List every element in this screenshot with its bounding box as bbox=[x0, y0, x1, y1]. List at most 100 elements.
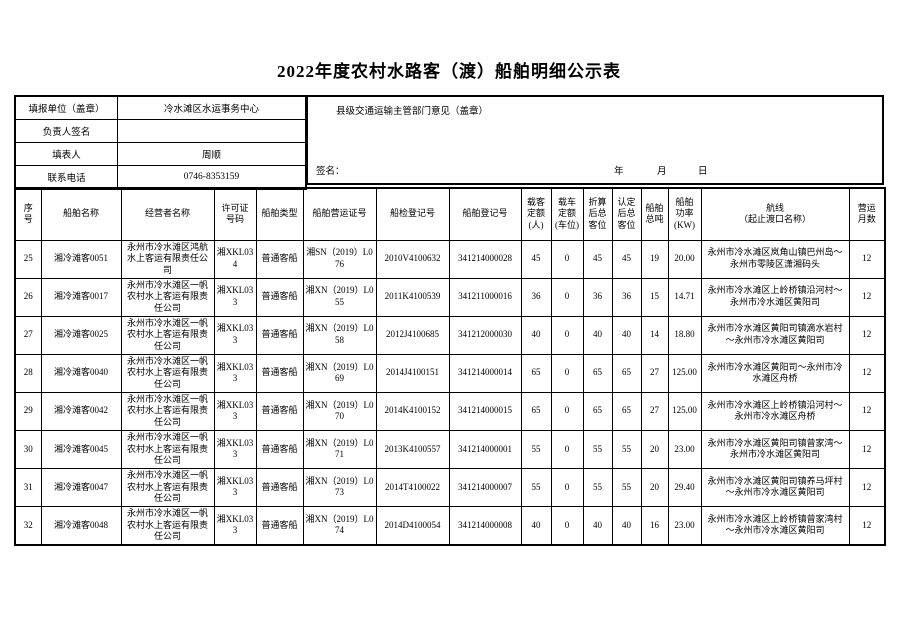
cell-route: 永州市冷水滩区上岭桥镇曾家湾村～永州市冷水滩区黄阳司 bbox=[700, 505, 850, 546]
cell-passenger-quota: 40 bbox=[520, 505, 552, 546]
cell-survey-reg-no: 2014J4100151 bbox=[375, 353, 450, 393]
cell-survey-reg-no: 2013K4100557 bbox=[375, 429, 450, 469]
cell-power-kw: 23.00 bbox=[667, 429, 702, 469]
cell-passenger-quota: 55 bbox=[520, 429, 552, 469]
header-passenger-quota: 载客 定额 (人) bbox=[520, 187, 552, 241]
cell-ship-reg-no: 341214000014 bbox=[448, 353, 522, 393]
cell-ship-reg-no: 341214000008 bbox=[448, 505, 522, 546]
cell-gross-tonnage: 15 bbox=[640, 277, 669, 317]
header-ship-reg-no: 船舶登记号 bbox=[448, 187, 522, 241]
header-license-no: 许可证 号码 bbox=[213, 187, 257, 241]
cell-passenger-quota: 36 bbox=[520, 277, 552, 317]
cell-passenger-quota: 55 bbox=[520, 467, 552, 507]
authority-opinion-label: 县级交通运输主管部门意见（盖章） bbox=[336, 107, 489, 117]
cell-gross-tonnage: 27 bbox=[640, 353, 669, 393]
cell-operating-months: 12 bbox=[848, 505, 886, 546]
cell-license-no: 湘XKL034 bbox=[213, 239, 257, 279]
cell-gross-tonnage: 16 bbox=[640, 505, 669, 546]
cell-operating-months: 12 bbox=[848, 467, 886, 507]
cell-gross-tonnage: 27 bbox=[640, 391, 669, 431]
cell-operator-name: 永州市冷水滩区一帆农村水上客运有限责任公司 bbox=[120, 391, 215, 431]
cell-route: 永州市冷水滩区黄阳司镇养马坪村～永州市冷水滩区黄阳司 bbox=[700, 467, 850, 507]
cell-route: 永州市冷水滩区黄阳司镇滴水岩村～永州市冷水滩区黄阳司 bbox=[700, 315, 850, 355]
cell-ship-reg-no: 341211000016 bbox=[448, 277, 522, 317]
cell-gross-tonnage: 19 bbox=[640, 239, 669, 279]
vessel-row: 31 湘冷滩客0047 永州市冷水滩区一帆农村水上客运有限责任公司 湘XKL03… bbox=[14, 467, 886, 507]
header-approved-seats: 认定 后总 客位 bbox=[611, 187, 642, 241]
header-row: 序 号 船舶名称 经营者名称 许可证 号码 船舶类型 船舶营运证号 船检登记号 … bbox=[14, 187, 886, 241]
cell-approved-seats: 65 bbox=[611, 391, 642, 431]
cell-license-no: 湘XKL033 bbox=[213, 505, 257, 546]
cell-power-kw: 20.00 bbox=[667, 239, 702, 279]
cell-vehicle-quota: 0 bbox=[550, 467, 584, 507]
form-header: 填报单位（盖章） 冷水滩区水运事务中心 负责人签名 填表人 周顺 联系电话 07… bbox=[14, 95, 884, 190]
cell-approved-seats: 55 bbox=[611, 467, 642, 507]
cell-seq-no: 29 bbox=[14, 391, 42, 431]
cell-operation-cert-no: 湘XN（2019）L058 bbox=[302, 315, 377, 355]
cell-operator-name: 永州市冷水滩区一帆农村水上客运有限责任公司 bbox=[120, 315, 215, 355]
cell-operation-cert-no: 湘XN（2019）L074 bbox=[302, 505, 377, 546]
cell-seq-no: 27 bbox=[14, 315, 42, 355]
header-vehicle-quota: 载车 定额 (车位) bbox=[550, 187, 584, 241]
cell-route: 永州市冷水滩区黄阳司～永州市冷水滩区舟桥 bbox=[700, 353, 850, 393]
header-ship-type: 船舶类型 bbox=[255, 187, 304, 241]
cell-power-kw: 14.71 bbox=[667, 277, 702, 317]
cell-seq-no: 26 bbox=[14, 277, 42, 317]
cell-gross-tonnage: 20 bbox=[640, 429, 669, 469]
filler-info-table: 填报单位（盖章） 冷水滩区水运事务中心 负责人签名 填表人 周顺 联系电话 07… bbox=[14, 95, 307, 190]
vessel-row: 28 湘冷滩客0040 永州市冷水滩区一帆农村水上客运有限责任公司 湘XKL03… bbox=[14, 353, 886, 393]
cell-ship-type: 普通客船 bbox=[255, 239, 304, 279]
cell-passenger-quota: 65 bbox=[520, 391, 552, 431]
cell-ship-name: 湘冷滩客0045 bbox=[40, 429, 122, 469]
vessel-row: 25 湘冷滩客0051 永州市冷水滩区鸿航水上客运有限责任公司 湘XKL034 … bbox=[14, 239, 886, 279]
cell-ship-reg-no: 341214000015 bbox=[448, 391, 522, 431]
cell-ship-type: 普通客船 bbox=[255, 353, 304, 393]
cell-route: 永州市冷水滩区上岭桥镇沿河村～永州市冷水滩区黄阳司 bbox=[700, 277, 850, 317]
vessel-row: 26 湘冷滩客0017 永州市冷水滩区一帆农村水上客运有限责任公司 湘XKL03… bbox=[14, 277, 886, 317]
cell-ship-name: 湘冷滩客0025 bbox=[40, 315, 122, 355]
cell-operation-cert-no: 湘XN（2019）L073 bbox=[302, 467, 377, 507]
cell-license-no: 湘XKL033 bbox=[213, 467, 257, 507]
cell-gross-tonnage: 14 bbox=[640, 315, 669, 355]
cell-seq-no: 31 bbox=[14, 467, 42, 507]
cell-operating-months: 12 bbox=[848, 277, 886, 317]
cell-ship-type: 普通客船 bbox=[255, 277, 304, 317]
cell-seq-no: 25 bbox=[14, 239, 42, 279]
vessel-row: 32 湘冷滩客0048 永州市冷水滩区一帆农村水上客运有限责任公司 湘XKL03… bbox=[14, 505, 886, 546]
cell-ship-reg-no: 341214000028 bbox=[448, 239, 522, 279]
date-month-label: 月 bbox=[657, 167, 667, 177]
contact-phone-label: 联系电话 bbox=[14, 165, 118, 190]
cell-operating-months: 12 bbox=[848, 391, 886, 431]
filler-unit-value: 冷水滩区水运事务中心 bbox=[117, 95, 307, 120]
cell-ship-name: 湘冷滩客0047 bbox=[40, 467, 122, 507]
cell-vehicle-quota: 0 bbox=[550, 239, 584, 279]
cell-approved-seats: 55 bbox=[611, 429, 642, 469]
contact-phone-value: 0746-8353159 bbox=[117, 165, 307, 190]
info-row: 负责人签名 bbox=[14, 119, 307, 143]
cell-vehicle-quota: 0 bbox=[550, 315, 584, 355]
cell-operator-name: 永州市冷水滩区一帆农村水上客运有限责任公司 bbox=[120, 505, 215, 546]
cell-survey-reg-no: 2014K4100152 bbox=[375, 391, 450, 431]
cell-seq-no: 32 bbox=[14, 505, 42, 546]
cell-operator-name: 永州市冷水滩区一帆农村水上客运有限责任公司 bbox=[120, 277, 215, 317]
cell-license-no: 湘XKL033 bbox=[213, 391, 257, 431]
cell-operation-cert-no: 湘SN（2019）L076 bbox=[302, 239, 377, 279]
vessel-row: 29 湘冷滩客0042 永州市冷水滩区一帆农村水上客运有限责任公司 湘XKL03… bbox=[14, 391, 886, 431]
cell-approved-seats: 36 bbox=[611, 277, 642, 317]
date-day-label: 日 bbox=[698, 167, 708, 177]
cell-operation-cert-no: 湘XN（2019）L070 bbox=[302, 391, 377, 431]
cell-ship-reg-no: 341214000007 bbox=[448, 467, 522, 507]
cell-power-kw: 23.00 bbox=[667, 505, 702, 546]
cell-ship-name: 湘冷滩客0051 bbox=[40, 239, 122, 279]
cell-power-kw: 125.00 bbox=[667, 353, 702, 393]
cell-survey-reg-no: 2014D4100054 bbox=[375, 505, 450, 546]
cell-route: 永州市冷水滩区上岭桥镇沿河村～永州市冷水滩区舟桥 bbox=[700, 391, 850, 431]
cell-passenger-quota: 40 bbox=[520, 315, 552, 355]
cell-license-no: 湘XKL033 bbox=[213, 315, 257, 355]
cell-converted-seats: 65 bbox=[582, 353, 613, 393]
info-row: 填报单位（盖章） 冷水滩区水运事务中心 bbox=[14, 95, 307, 120]
cell-gross-tonnage: 20 bbox=[640, 467, 669, 507]
form-filler-label: 填表人 bbox=[14, 142, 118, 166]
cell-operating-months: 12 bbox=[848, 353, 886, 393]
info-row: 联系电话 0746-8353159 bbox=[14, 165, 307, 190]
